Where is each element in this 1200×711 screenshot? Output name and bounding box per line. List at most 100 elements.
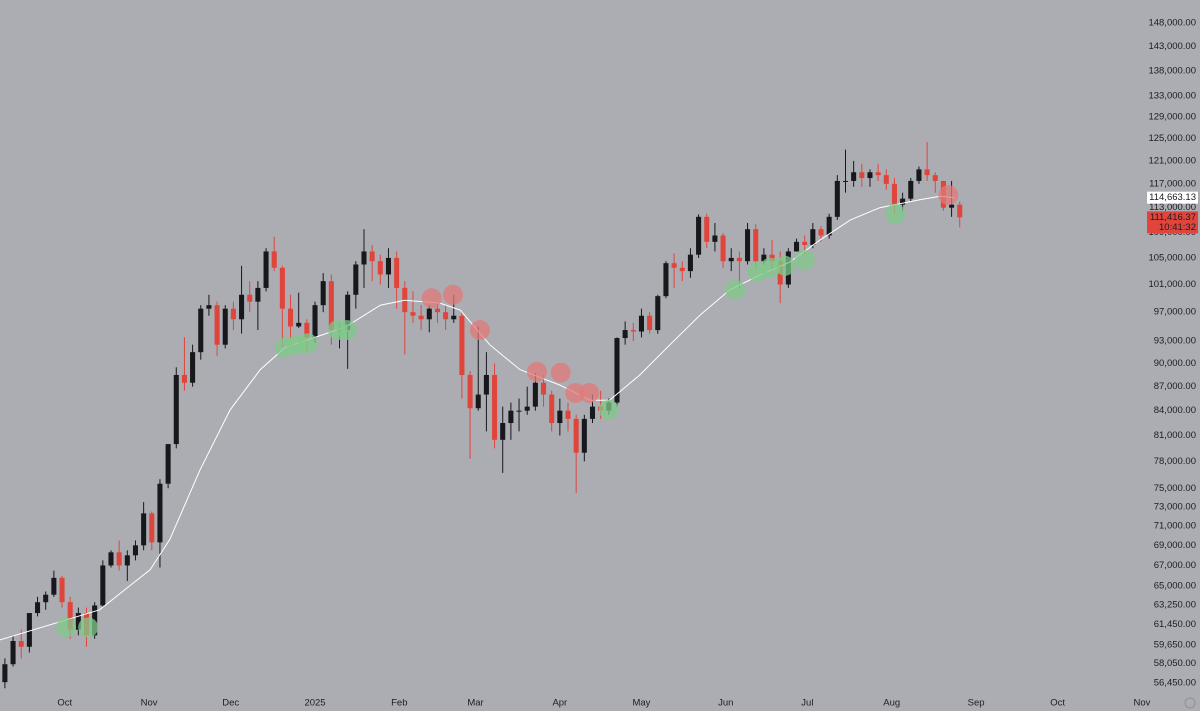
price-label: 114,663.13 <box>1149 192 1196 203</box>
x-tick-label: Nov <box>1134 698 1151 709</box>
y-tick-label: 105,000.00 <box>1148 252 1196 263</box>
candle-body <box>320 281 326 306</box>
candle-body <box>353 264 359 295</box>
candle-body <box>18 641 24 647</box>
candle-body <box>826 216 832 236</box>
candle-body <box>288 308 294 327</box>
x-tick-label: Apr <box>552 698 567 709</box>
candle-body <box>647 315 653 331</box>
candle-body <box>916 169 922 181</box>
candle-body <box>361 251 367 265</box>
x-tick-label: Oct <box>57 698 72 709</box>
candle-body <box>949 204 955 208</box>
x-tick-label: Jul <box>801 698 813 709</box>
candle-body <box>459 315 465 375</box>
y-tick-label: 93,000.00 <box>1154 336 1196 347</box>
candle-body <box>851 172 857 181</box>
y-tick-label: 71,000.00 <box>1154 520 1196 531</box>
candle-body <box>753 229 759 262</box>
touch-marker <box>442 284 463 305</box>
candle-body <box>116 552 122 566</box>
candle-body <box>75 613 81 630</box>
candle-body <box>508 410 514 424</box>
y-tick-label: 73,000.00 <box>1154 501 1196 512</box>
candle-body <box>181 374 187 383</box>
y-tick-label: 63,250.00 <box>1154 599 1196 610</box>
candle-body <box>696 216 702 255</box>
candle-body <box>483 374 489 395</box>
candle-body <box>932 175 938 181</box>
candle-body <box>671 263 677 268</box>
y-tick-label: 138,000.00 <box>1148 65 1196 76</box>
x-tick-label: 2025 <box>304 698 325 709</box>
y-tick-label: 56,450.00 <box>1154 677 1196 688</box>
touch-marker <box>775 255 796 276</box>
candle-body <box>35 602 41 614</box>
x-tick-label: Sep <box>968 698 985 709</box>
y-tick-label: 78,000.00 <box>1154 456 1196 467</box>
candle-body <box>271 251 277 268</box>
y-tick-label: 61,450.00 <box>1154 619 1196 630</box>
candle-body <box>279 267 285 309</box>
candle-body <box>434 308 440 313</box>
candle-body <box>165 444 171 484</box>
candle-body <box>622 330 628 339</box>
touch-marker <box>526 361 547 382</box>
y-tick-label: 75,000.00 <box>1154 483 1196 494</box>
candle-body <box>663 263 669 297</box>
candle-body <box>222 308 228 345</box>
candle-body <box>867 172 873 179</box>
candle-body <box>304 322 310 338</box>
y-tick-label: 67,000.00 <box>1154 560 1196 571</box>
candle-body <box>549 394 555 424</box>
candle-body <box>239 294 245 320</box>
candle-body <box>451 315 457 320</box>
moving-average <box>0 195 955 641</box>
candle-body <box>214 305 220 345</box>
candle-body <box>573 418 579 453</box>
candle-body <box>369 251 375 262</box>
touch-marker <box>885 203 906 224</box>
touch-marker <box>725 279 746 300</box>
candle-body <box>736 257 742 262</box>
candle-body <box>394 257 400 288</box>
candle-body <box>255 287 261 302</box>
candle-body <box>557 410 563 424</box>
candle-body <box>418 315 424 320</box>
y-tick-label: 143,000.00 <box>1148 41 1196 52</box>
y-tick-label: 121,000.00 <box>1148 155 1196 166</box>
candle-body <box>516 410 522 412</box>
candle-body <box>924 169 930 176</box>
candle-body <box>712 235 718 242</box>
candle-body <box>630 330 636 332</box>
candle-body <box>59 577 65 603</box>
y-tick-label: 65,000.00 <box>1154 581 1196 592</box>
x-tick-label: Nov <box>141 698 158 709</box>
y-tick-label: 117,000.00 <box>1149 178 1196 189</box>
candle-body <box>614 338 620 403</box>
candle-body <box>467 374 473 409</box>
candle-body <box>141 513 147 546</box>
candle-body <box>957 204 963 218</box>
x-tick-label: Jun <box>718 698 733 709</box>
candle-body <box>443 312 449 320</box>
candle-body <box>230 308 236 320</box>
candle-body <box>810 229 816 246</box>
touch-marker <box>336 320 357 341</box>
candle-body <box>26 613 32 647</box>
y-tick-label: 81,000.00 <box>1154 430 1196 441</box>
candle-body <box>328 281 334 331</box>
y-tick-label: 133,000.00 <box>1148 91 1196 102</box>
price-label: 111,416.37 <box>1150 212 1196 223</box>
y-tick-label: 148,000.00 <box>1148 17 1196 28</box>
candle-body <box>51 577 57 595</box>
x-tick-label: Dec <box>222 698 239 709</box>
touch-marker <box>469 320 490 341</box>
candle-body <box>43 594 49 603</box>
touch-marker <box>56 617 77 638</box>
x-tick-label: Mar <box>467 698 483 709</box>
candle-body <box>492 374 498 440</box>
candle-body <box>263 251 269 288</box>
x-tick-label: Aug <box>883 698 900 709</box>
touch-marker <box>579 382 600 403</box>
